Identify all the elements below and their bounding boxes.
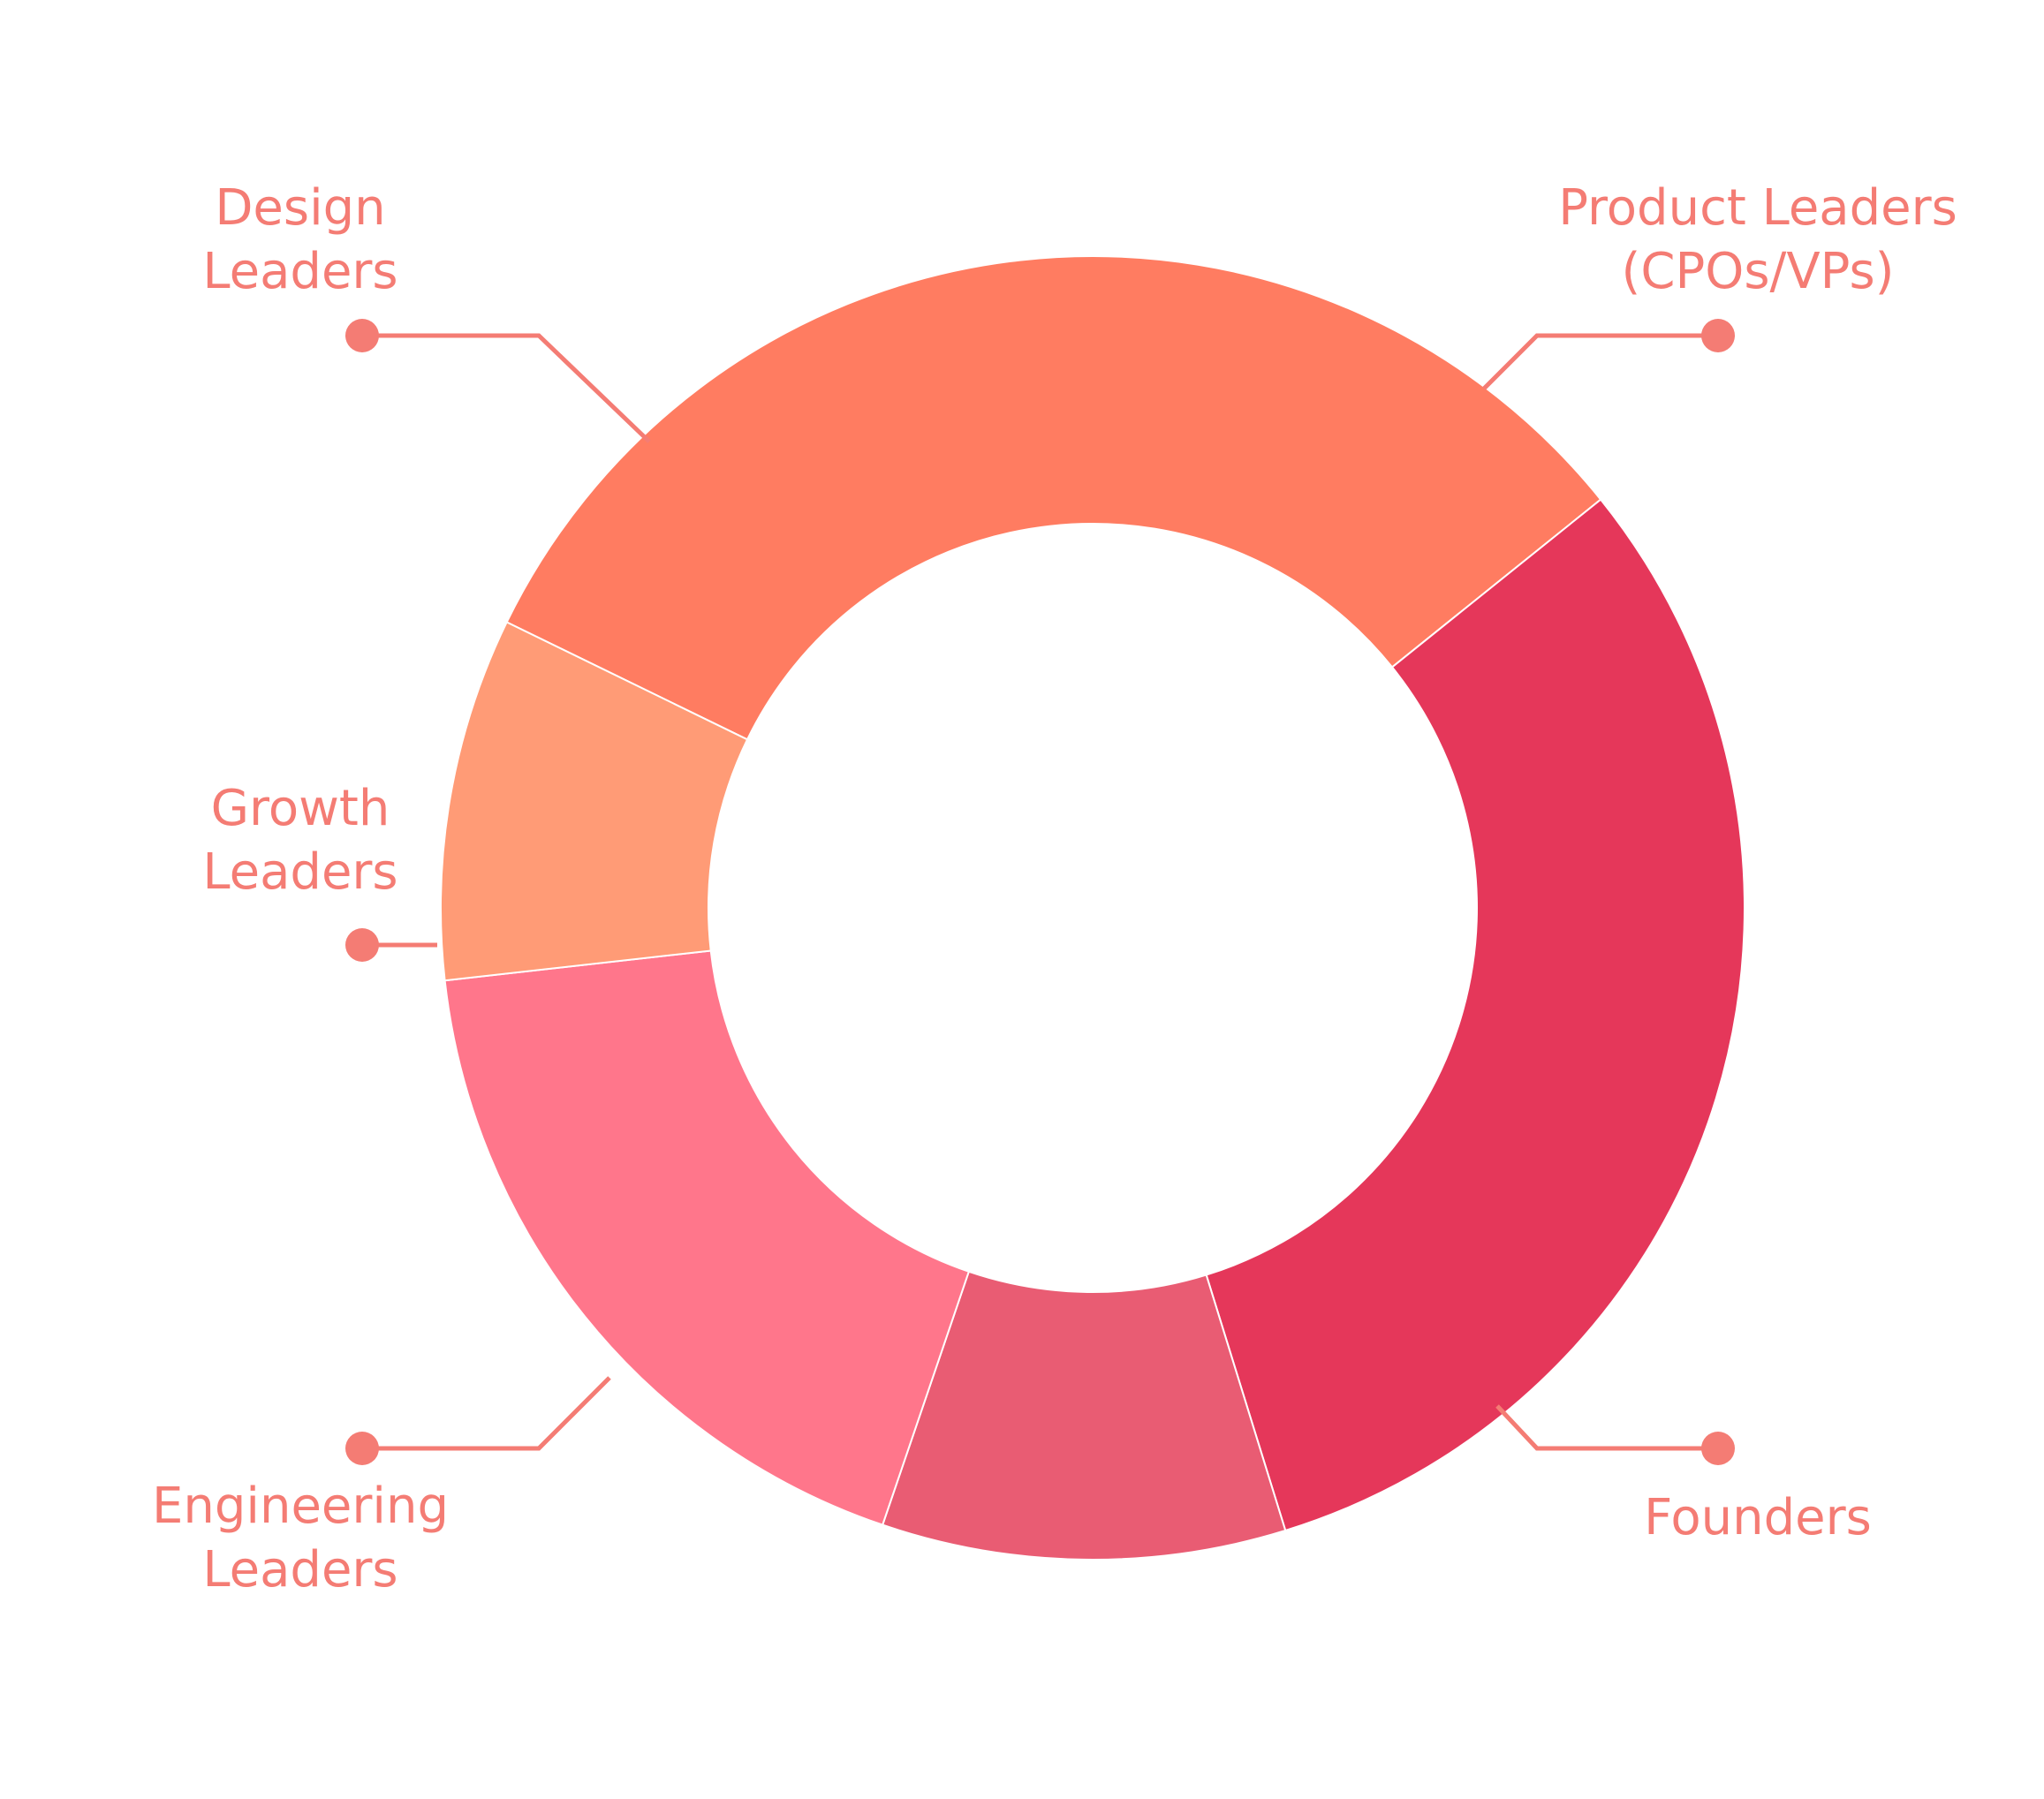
slice-product-leaders xyxy=(505,255,1602,741)
label-growth-leaders-line1: Growth xyxy=(210,780,390,837)
label-founders-line1: Founders xyxy=(1644,1489,1872,1546)
label-product-leaders-line1: Product Leaders xyxy=(1558,179,1957,237)
label-engineering-leaders-line2: Leaders xyxy=(202,1541,398,1599)
slice-design-leaders xyxy=(440,621,749,982)
callout-dot-engineering-leaders xyxy=(345,1432,379,1465)
label-product-leaders-line2: (CPOs/VPs) xyxy=(1621,243,1895,300)
callout-dot-founders xyxy=(1701,1432,1735,1465)
label-product-leaders: Product Leaders (CPOs/VPs) xyxy=(1493,177,2023,304)
slice-founders xyxy=(1205,498,1745,1532)
label-design-leaders-line2: Leaders xyxy=(202,243,398,300)
callout-dot-growth-leaders xyxy=(345,928,379,962)
label-founders: Founders xyxy=(1590,1486,1926,1550)
label-engineering-leaders-line1: Engineering xyxy=(152,1478,449,1535)
label-design-leaders: Design Leaders xyxy=(150,177,450,304)
callout-dot-design-leaders xyxy=(345,319,379,352)
label-design-leaders-line1: Design xyxy=(215,179,386,237)
callout-line-founders xyxy=(1495,1404,1718,1451)
label-engineering-leaders: Engineering Leaders xyxy=(106,1475,495,1602)
callout-line-design-leaders xyxy=(362,333,651,443)
callout-dot-product-leaders xyxy=(1701,319,1735,352)
label-growth-leaders: Growth Leaders xyxy=(150,777,450,904)
slice-growth-leaders xyxy=(443,949,971,1526)
callout-line-product-leaders xyxy=(1482,333,1718,390)
slice-engineering-leaders xyxy=(881,1270,1287,1561)
label-growth-leaders-line2: Leaders xyxy=(202,843,398,901)
callout-line-engineering-leaders xyxy=(362,1376,611,1451)
